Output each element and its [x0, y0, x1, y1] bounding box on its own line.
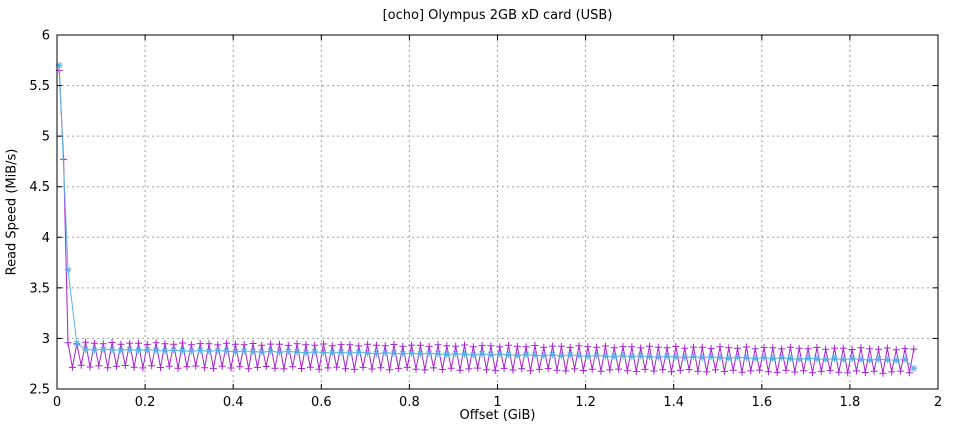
- y-tick-label: 5.5: [29, 79, 50, 94]
- y-tick-label: 4.5: [29, 180, 50, 195]
- series-line-plus: [58, 70, 915, 374]
- x-tick-label: 1.8: [840, 395, 861, 410]
- x-axis-label: Offset (GiB): [459, 408, 536, 423]
- y-tick-label: 2.5: [29, 383, 50, 398]
- x-tick-label: 0: [53, 395, 61, 410]
- y-tick-label: 4: [42, 231, 50, 246]
- series-line-asterisk: [58, 65, 915, 369]
- x-tick-label: 1.6: [751, 395, 772, 410]
- x-tick-label: 1.4: [663, 395, 684, 410]
- x-tick-label: 1: [493, 395, 501, 410]
- x-tick-label: 1.2: [575, 395, 596, 410]
- y-tick-label: 5: [42, 130, 50, 145]
- y-tick-label: 3.5: [29, 281, 50, 296]
- series-markers-plus: [55, 66, 918, 377]
- y-tick-label: 6: [42, 29, 50, 44]
- y-tick-label: 3: [42, 332, 50, 347]
- chart-title: [ocho] Olympus 2GB xD card (USB): [382, 8, 613, 23]
- x-tick-label: 2: [934, 395, 942, 410]
- x-tick-label: 0.6: [311, 395, 332, 410]
- x-tick-label: 0.2: [135, 395, 156, 410]
- x-tick-label: 0.8: [399, 395, 420, 410]
- x-tick-label: 0.4: [223, 395, 244, 410]
- series-markers-asterisk: [55, 61, 918, 372]
